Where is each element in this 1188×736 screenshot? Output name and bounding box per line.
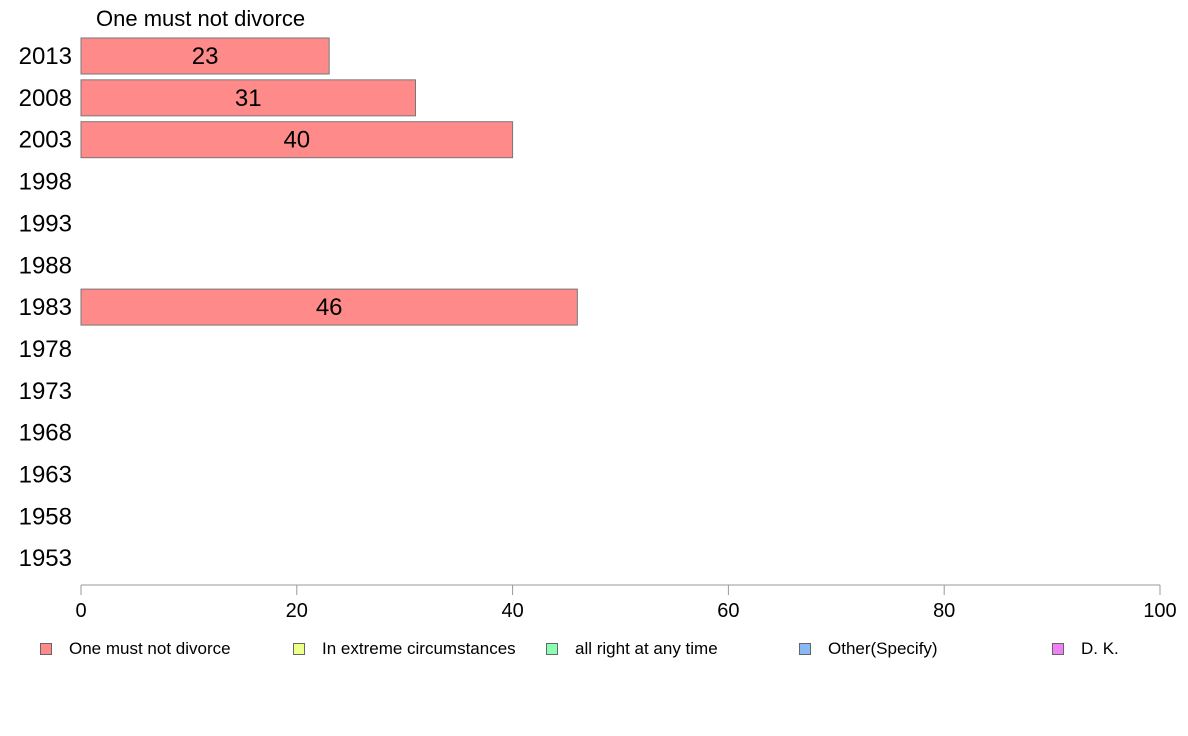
y-axis-labels: 2013 2008 2003 1998 1993 1988 1983 1978 1973 1968…: [19, 43, 72, 572]
x-axis: 0 20 40 60 80 100: [75, 584, 1177, 622]
y-tick-label: 1968: [19, 420, 72, 447]
legend-swatch: [1052, 643, 1064, 655]
y-tick-label: 1978: [19, 336, 72, 363]
x-tick-label: 40: [501, 600, 523, 622]
legend: One must not divorce In extreme circumsta…: [0, 638, 1188, 660]
legend-label: One must not divorce: [69, 639, 231, 658]
legend-label: D. K.: [1081, 639, 1119, 658]
legend-swatch: [293, 643, 305, 655]
bar: [80, 79, 416, 117]
bar-value-label: 23: [192, 43, 219, 70]
bar: [80, 37, 330, 75]
y-tick-label: 2003: [19, 127, 72, 154]
legend-item: Other(Specify): [799, 638, 938, 660]
bar: [80, 288, 578, 326]
legend-item: In extreme circumstances: [293, 638, 516, 660]
legend-item: One must not divorce: [40, 638, 231, 660]
legend-item: all right at any time: [546, 638, 718, 660]
bars: 23 31 40 46: [80, 37, 578, 326]
legend-swatch: [799, 643, 811, 655]
x-tick-label: 20: [286, 600, 308, 622]
bar-value-label: 40: [283, 127, 310, 154]
y-tick-label: 1988: [19, 252, 72, 279]
bar: [80, 121, 514, 159]
y-tick-label: 1953: [19, 545, 72, 572]
legend-item: D. K.: [1052, 638, 1119, 660]
y-tick-label: 2013: [19, 43, 72, 70]
y-tick-label: 1973: [19, 378, 72, 405]
bar-value-label: 46: [316, 294, 343, 321]
chart-title: One must not divorce: [96, 6, 305, 31]
legend-label: In extreme circumstances: [322, 639, 516, 658]
y-tick-label: 1958: [19, 503, 72, 530]
y-tick-label: 1993: [19, 210, 72, 237]
y-tick-label: 1983: [19, 294, 72, 321]
x-tick-label: 0: [75, 600, 86, 622]
bar-value-label: 31: [235, 85, 262, 112]
x-tick-label: 80: [933, 600, 955, 622]
legend-swatch: [40, 643, 52, 655]
y-tick-label: 2008: [19, 85, 72, 112]
legend-label: Other(Specify): [828, 639, 938, 658]
x-tick-label: 100: [1143, 600, 1176, 622]
legend-swatch: [546, 643, 558, 655]
y-tick-label: 1998: [19, 169, 72, 196]
legend-label: all right at any time: [575, 639, 718, 658]
x-tick-label: 60: [717, 600, 739, 622]
y-tick-label: 1963: [19, 462, 72, 489]
